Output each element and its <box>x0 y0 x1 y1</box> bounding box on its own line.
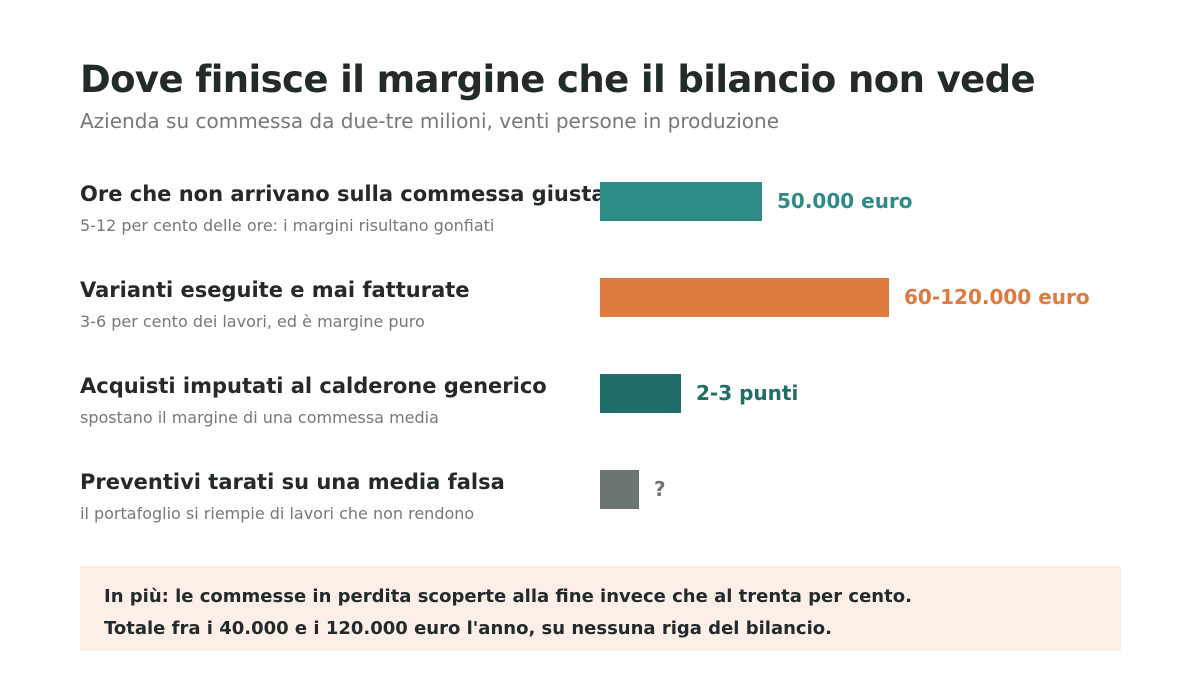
bar <box>600 470 639 509</box>
footer-note-line-2: Totale fra i 40.000 e i 120.000 euro l'a… <box>104 618 832 639</box>
bar <box>600 182 762 221</box>
bar-value-label: 60-120.000 euro <box>904 285 1090 309</box>
row-label: Varianti eseguite e mai fatturate <box>80 278 470 302</box>
bar-value-label: 2-3 punti <box>696 381 799 405</box>
row-label: Preventivi tarati su una media falsa <box>80 470 505 494</box>
row-sublabel: 3-6 per cento dei lavori, ed è margine p… <box>80 312 425 331</box>
bar <box>600 374 681 413</box>
bar-row: Ore che non arrivano sulla commessa gius… <box>0 182 1200 242</box>
row-label: Acquisti imputati al calderone generico <box>80 374 547 398</box>
bar-value-label: 50.000 euro <box>777 189 913 213</box>
bar-row: Varianti eseguite e mai fatturate 3-6 per… <box>0 278 1200 338</box>
row-sublabel: il portafoglio si riempie di lavori che … <box>80 504 475 523</box>
bar-value-label: ? <box>654 477 666 501</box>
chart-subtitle: Azienda su commessa da due-tre milioni, … <box>80 109 779 133</box>
bar <box>600 278 889 317</box>
footer-note-line-1: In più: le commesse in perdita scoperte … <box>104 586 912 607</box>
footer-note-box: In più: le commesse in perdita scoperte … <box>80 566 1121 651</box>
bar-row: Acquisti imputati al calderone generico s… <box>0 374 1200 434</box>
bar-row: Preventivi tarati su una media falsa il p… <box>0 470 1200 530</box>
row-sublabel: 5-12 per cento delle ore: i margini risu… <box>80 216 495 235</box>
chart-title: Dove finisce il margine che il bilancio … <box>80 58 1036 101</box>
row-sublabel: spostano il margine di una commessa medi… <box>80 408 439 427</box>
row-label: Ore che non arrivano sulla commessa gius… <box>80 182 606 206</box>
